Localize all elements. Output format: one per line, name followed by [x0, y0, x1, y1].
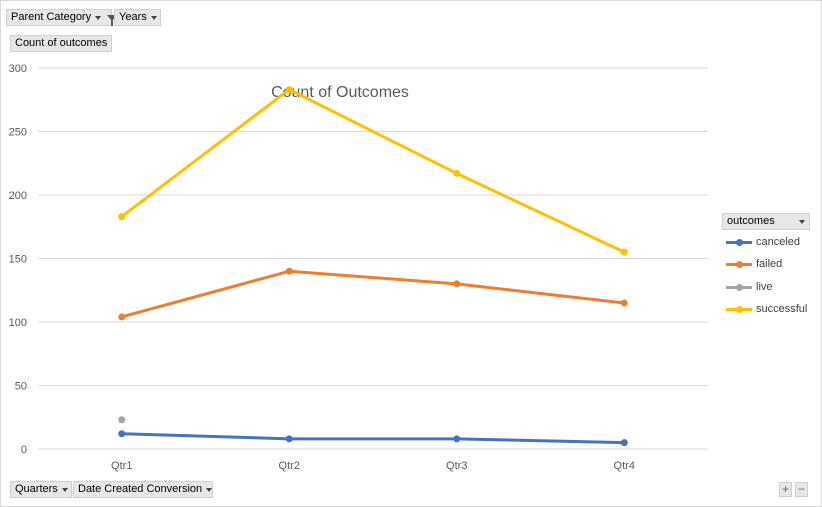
y-tick-label: 200 — [9, 190, 27, 202]
legend-label-successful: successful — [756, 303, 808, 315]
data-point-canceled[interactable] — [620, 439, 628, 447]
series-live — [118, 416, 126, 424]
years-label: Years — [119, 11, 147, 23]
x-tick-label: Qtr2 — [279, 460, 300, 472]
x-tick-label: Qtr4 — [614, 460, 635, 472]
y-tick-label: 250 — [9, 127, 27, 139]
legend-label-canceled: canceled — [756, 236, 801, 248]
legend-label-failed: failed — [756, 258, 783, 270]
y-tick-label: 50 — [15, 381, 27, 393]
quarters-label: Quarters — [15, 483, 58, 495]
legend-label-live: live — [756, 281, 773, 293]
chevron-down-icon — [61, 487, 68, 492]
chevron-down-icon — [95, 15, 102, 20]
y-tick-label: 150 — [9, 254, 27, 266]
data-point-canceled[interactable] — [118, 430, 126, 438]
parent-category-filter-button[interactable]: Parent Category — [6, 9, 118, 26]
expand-button[interactable]: + — [779, 482, 792, 497]
data-point-successful[interactable] — [118, 213, 126, 221]
data-point-live[interactable] — [118, 416, 126, 424]
data-point-failed[interactable] — [620, 299, 628, 307]
series-line-canceled — [121, 432, 625, 445]
legend-swatch-successful — [726, 305, 752, 313]
data-point-failed[interactable] — [285, 267, 293, 275]
series-failed — [118, 267, 628, 321]
chevron-down-icon — [206, 487, 213, 492]
series-canceled — [118, 430, 628, 447]
y-tick-label: 0 — [21, 444, 27, 456]
date-created-label: Date Created Conversion — [78, 483, 203, 495]
years-filter-button[interactable]: Years — [114, 9, 161, 26]
y-tick-label: 300 — [9, 63, 27, 75]
legend-item-successful: successful — [726, 302, 807, 316]
chevron-down-icon — [799, 219, 805, 224]
legend-item-live: live — [726, 280, 773, 294]
legend-swatch-failed — [726, 260, 752, 268]
series-line-failed — [121, 269, 625, 319]
data-point-canceled[interactable] — [285, 435, 293, 443]
legend-swatch-canceled — [726, 238, 752, 246]
legend-swatch-live — [726, 283, 752, 291]
data-point-canceled[interactable] — [453, 435, 461, 443]
data-point-successful[interactable] — [285, 86, 293, 94]
data-point-failed[interactable] — [118, 313, 126, 321]
legend-item-failed: failed — [726, 257, 782, 271]
series-group — [118, 86, 628, 447]
series-successful — [118, 86, 628, 256]
data-point-successful[interactable] — [620, 248, 628, 256]
filter-icon — [107, 14, 118, 26]
chevron-down-icon — [150, 15, 157, 20]
legend-header[interactable]: outcomes — [722, 213, 810, 230]
gridlines — [38, 67, 708, 450]
legend-header-label: outcomes — [727, 215, 775, 227]
x-tick-label: Qtr3 — [446, 460, 467, 472]
quarters-field-button[interactable]: Quarters — [10, 481, 72, 498]
date-created-field-button[interactable]: Date Created Conversion — [73, 481, 213, 498]
x-tick-label: Qtr1 — [111, 460, 132, 472]
value-field-button[interactable]: Count of outcomes — [10, 35, 113, 52]
y-axis-ticks: 0 50 100 150 200 250 300 — [9, 63, 27, 456]
legend-item-canceled: canceled — [726, 235, 800, 249]
collapse-button[interactable]: − — [795, 482, 808, 497]
parent-category-label: Parent Category — [11, 11, 92, 23]
series-line-successful — [120, 88, 625, 254]
data-point-successful[interactable] — [453, 169, 461, 177]
y-tick-label: 100 — [9, 317, 27, 329]
data-point-failed[interactable] — [453, 280, 461, 288]
x-axis-ticks: Qtr1 Qtr2 Qtr3 Qtr4 — [111, 460, 635, 472]
